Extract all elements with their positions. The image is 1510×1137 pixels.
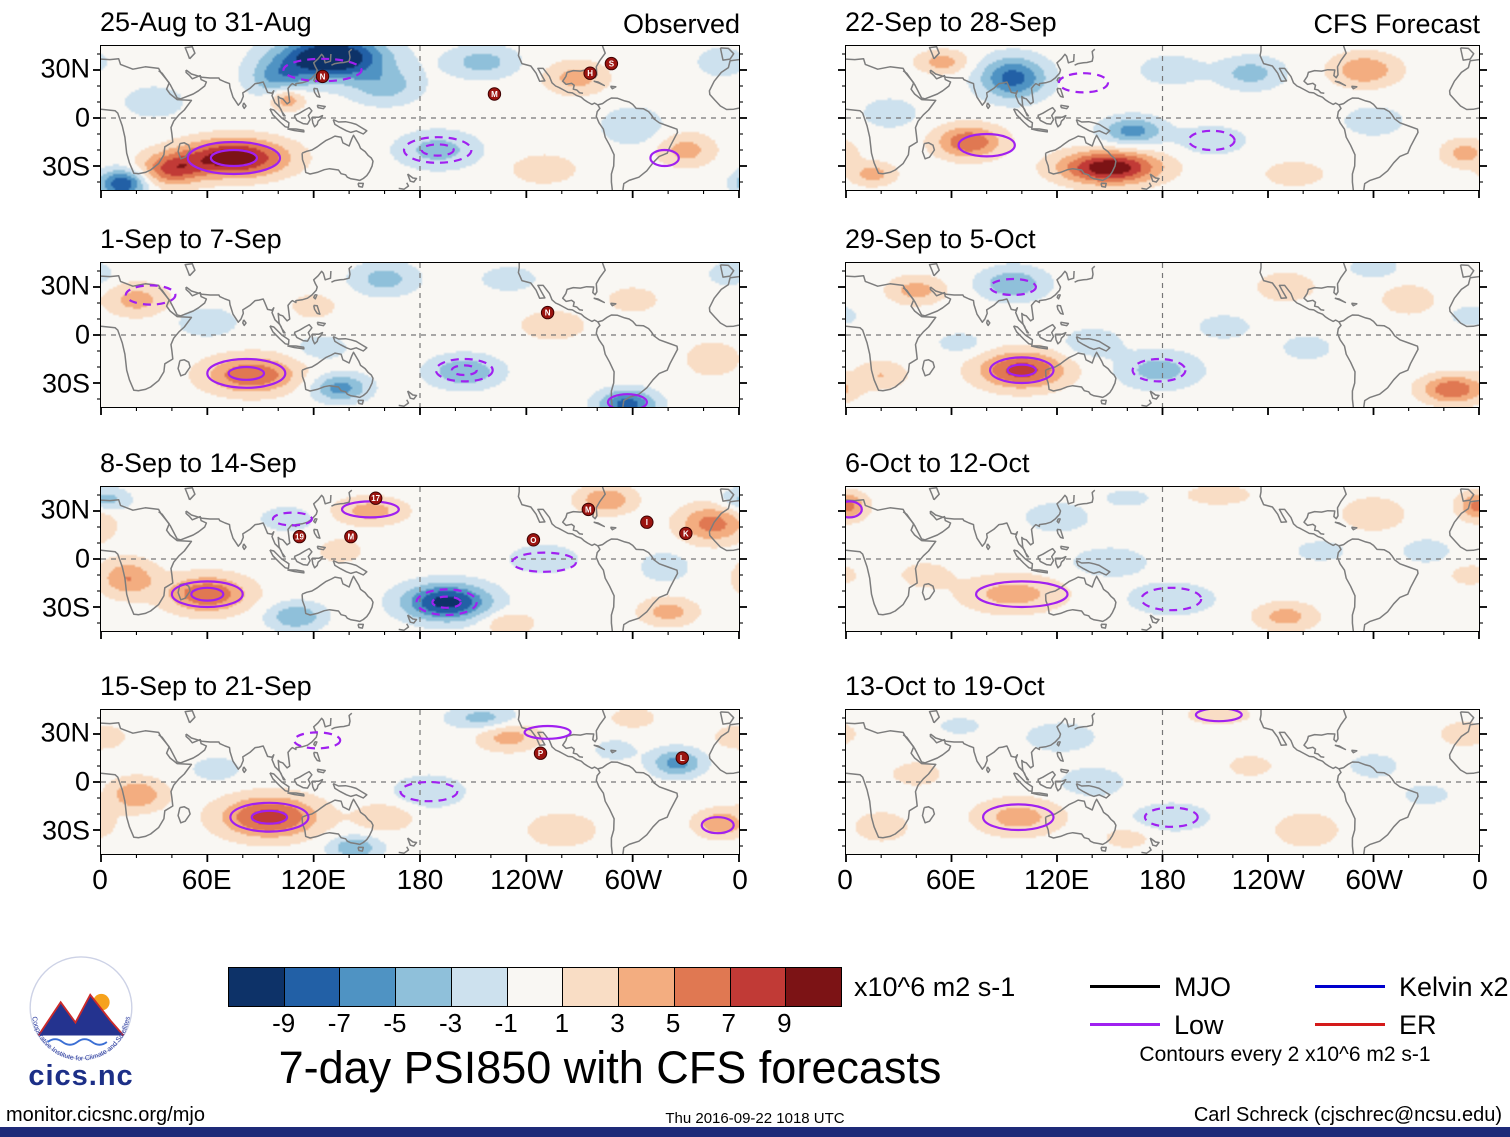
colorbar-cell bbox=[229, 968, 284, 1006]
column-label-observed: Observed bbox=[622, 9, 740, 39]
colorbar-tick-label: 3 bbox=[610, 1008, 625, 1038]
footer-author: Carl Schreck (cjschrec@ncsu.edu) bbox=[1193, 1104, 1502, 1126]
lat-tick-label: 0 bbox=[74, 766, 90, 797]
lon-tick-label: 120E bbox=[280, 864, 347, 895]
colorbar-tick-label: 5 bbox=[665, 1008, 681, 1038]
lon-tick-label: 180 bbox=[396, 864, 444, 895]
logo-name: cics.nc bbox=[28, 1060, 134, 1092]
colorbar-cell bbox=[395, 968, 451, 1006]
colorbar-cell bbox=[283, 968, 340, 1006]
lon-tick-label: 0 bbox=[92, 864, 108, 895]
anomaly-field-canvas bbox=[846, 710, 1479, 854]
lat-tick-label: 30N bbox=[40, 270, 90, 301]
lat-tick-label: 30S bbox=[41, 592, 90, 623]
colorbar-cell bbox=[673, 968, 730, 1006]
map-panel-forecast-week3 bbox=[838, 486, 1487, 639]
lat-tick-label: 30N bbox=[40, 53, 90, 84]
colorbar-cell bbox=[729, 968, 786, 1006]
lon-tick-label: 120W bbox=[490, 864, 564, 895]
anomaly-field-canvas bbox=[101, 263, 739, 407]
colorbar-cell bbox=[618, 968, 674, 1006]
panel-title-7: 13-Oct to 19-Oct bbox=[845, 671, 1045, 701]
legend-line-er bbox=[1315, 1023, 1385, 1026]
legend-label-mjo: MJO bbox=[1174, 972, 1231, 1002]
lon-tick-label: 60W bbox=[1345, 864, 1403, 895]
panel-title-4: 22-Sep to 28-Sep bbox=[845, 7, 1057, 37]
lat-tick-label: 30N bbox=[40, 494, 90, 525]
map-panel-observed-week3: 17 19 M O M I K bbox=[93, 486, 747, 639]
lon-tick-label: 0 bbox=[837, 864, 853, 895]
anomaly-field-canvas bbox=[101, 46, 739, 190]
legend-line-low bbox=[1090, 1023, 1160, 1026]
colorbar-cell bbox=[450, 968, 507, 1006]
anomaly-field-canvas bbox=[846, 487, 1479, 631]
lon-tick-label: 60E bbox=[925, 864, 976, 895]
colorbar-tick-label: -3 bbox=[438, 1008, 463, 1038]
contour-note: Contours every 2 x10^6 m2 s-1 bbox=[1139, 1043, 1431, 1066]
legend-line-kelvin bbox=[1315, 985, 1385, 988]
lat-tick-label: 0 bbox=[74, 543, 90, 574]
anomaly-field-canvas bbox=[101, 710, 739, 854]
colorbar-tick-label: -7 bbox=[327, 1008, 351, 1038]
lon-tick-label: 60W bbox=[604, 864, 663, 895]
colorbar-cell bbox=[506, 968, 563, 1006]
colorbar-tick-label: 1 bbox=[554, 1008, 570, 1038]
colorbar bbox=[228, 967, 842, 1007]
legend-line-mjo bbox=[1090, 985, 1160, 988]
lat-tick-label: 30S bbox=[41, 815, 90, 846]
colorbar-tick-label: 7 bbox=[721, 1008, 736, 1038]
panel-title-5: 29-Sep to 5-Oct bbox=[845, 224, 1036, 254]
footer-url: monitor.cicsnc.org/mjo bbox=[6, 1104, 205, 1126]
colorbar-tick-label: 9 bbox=[777, 1008, 792, 1038]
column-label-forecast: CFS Forecast bbox=[1313, 9, 1480, 39]
footer-timestamp: Thu 2016-09-22 1018 UTC bbox=[665, 1110, 845, 1127]
map-panel-observed-week2: N bbox=[93, 262, 747, 415]
panel-title-6: 6-Oct to 12-Oct bbox=[845, 448, 1030, 478]
colorbar-tick-label: -5 bbox=[383, 1008, 407, 1038]
map-panel-forecast-week2 bbox=[838, 262, 1487, 415]
colorbar-tick-label: -9 bbox=[272, 1008, 296, 1038]
colorbar-cell bbox=[785, 968, 842, 1006]
cics-logo: Cooperative Institute for Climate and Sa… bbox=[29, 956, 133, 1062]
legend-label-er: ER bbox=[1399, 1010, 1437, 1040]
lat-tick-label: 0 bbox=[74, 319, 90, 350]
map-panel-forecast-week1 bbox=[838, 45, 1487, 198]
lon-tick-label: 60E bbox=[181, 864, 232, 895]
colorbar-units: x10^6 m2 s-1 bbox=[854, 972, 1016, 1002]
panel-title-3: 15-Sep to 21-Sep bbox=[100, 671, 312, 701]
lon-tick-label: 180 bbox=[1139, 864, 1186, 895]
lat-tick-label: 30N bbox=[40, 717, 90, 748]
anomaly-field-canvas bbox=[846, 263, 1479, 407]
panel-title-2: 8-Sep to 14-Sep bbox=[100, 448, 297, 478]
logo-ridge-icon bbox=[37, 993, 125, 1037]
lat-tick-label: 30S bbox=[41, 151, 90, 182]
figure-title: 7-day PSI850 with CFS forecasts bbox=[278, 1042, 942, 1093]
lat-tick-label: 30S bbox=[41, 368, 90, 399]
lat-tick-label: 0 bbox=[74, 102, 90, 133]
lon-tick-label: 120W bbox=[1231, 864, 1305, 895]
colorbar-cell bbox=[562, 968, 619, 1006]
panel-title-0: 25-Aug to 31-Aug bbox=[100, 7, 312, 37]
legend-label-low: Low bbox=[1174, 1010, 1224, 1040]
footer-bar bbox=[0, 1127, 1510, 1137]
map-panel-forecast-week4 bbox=[838, 709, 1487, 862]
anomaly-field-canvas bbox=[101, 487, 739, 631]
colorbar-cell bbox=[339, 968, 396, 1006]
legend-label-kelvin: Kelvin x2 bbox=[1399, 972, 1509, 1002]
logo-water-icon bbox=[47, 1038, 108, 1046]
colorbar-tick-label: -1 bbox=[494, 1008, 518, 1038]
lon-tick-label: 0 bbox=[732, 864, 748, 895]
panel-title-1: 1-Sep to 7-Sep bbox=[100, 224, 282, 254]
lon-tick-label: 120E bbox=[1023, 864, 1090, 895]
lon-tick-label: 0 bbox=[1472, 864, 1488, 895]
anomaly-field-canvas bbox=[846, 46, 1479, 190]
